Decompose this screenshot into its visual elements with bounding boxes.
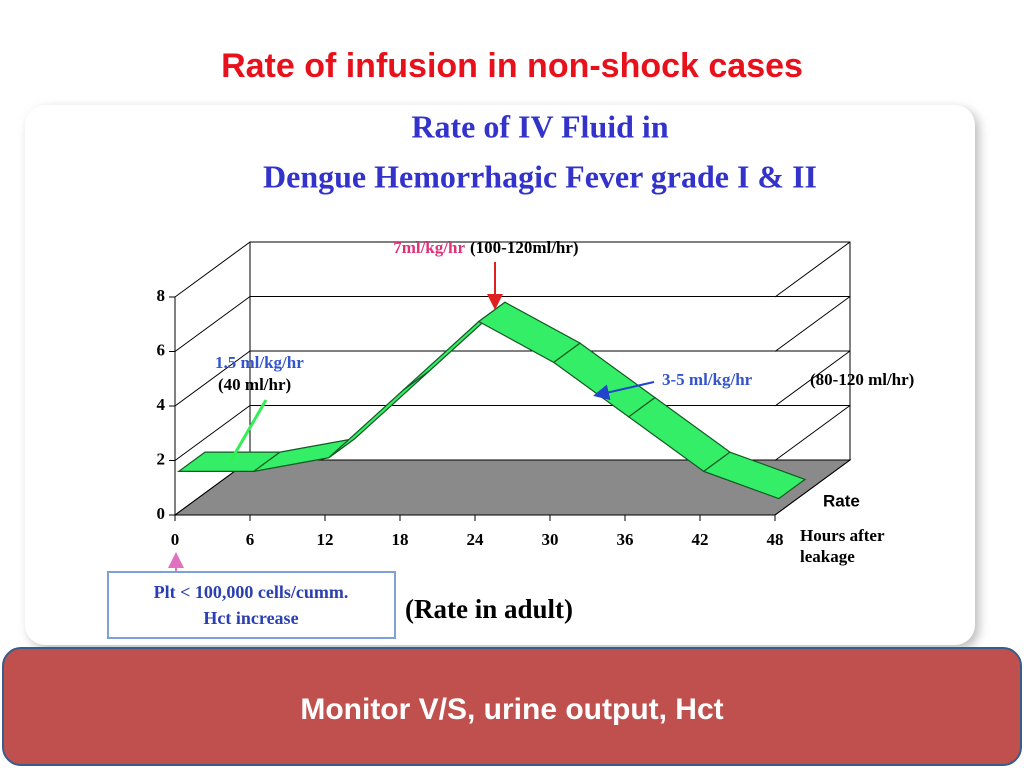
arrow: [593, 381, 655, 401]
y-tick-label: 8: [157, 286, 166, 305]
x-tick-label: 24: [467, 530, 485, 549]
x-tick-label: 42: [692, 530, 709, 549]
x-tick-label: 36: [617, 530, 634, 549]
grid-line: [774, 296, 851, 352]
slide-title: Rate of infusion in non-shock cases: [221, 47, 803, 85]
grid-line: [774, 405, 851, 461]
grid-line: [174, 405, 251, 461]
note: Hct increase: [203, 608, 298, 628]
annotation: (80-120 ml/hr): [810, 370, 914, 389]
y-tick-label: 0: [157, 504, 166, 523]
grid-line: [774, 459, 851, 516]
y-axis-label: Rate: [823, 491, 860, 510]
grid-line: [774, 241, 851, 298]
x-axis-label: Hours after: [800, 526, 885, 545]
annotation: (Rate in adult): [405, 594, 573, 624]
annotation: 7ml/kg/hr: [393, 238, 465, 257]
x-tick-label: 12: [317, 530, 334, 549]
chart-title: Rate of IV Fluid in: [411, 108, 668, 144]
y-tick-label: 4: [157, 395, 166, 414]
ribbon-segment: [702, 451, 807, 500]
note-box: [107, 571, 396, 639]
arrow: [228, 399, 268, 463]
grid-line: [174, 296, 251, 352]
footer: Monitor V/S, urine output, Hct: [300, 693, 723, 726]
grid-line: [774, 350, 851, 407]
y-tick-label: 2: [157, 449, 166, 468]
annotation: 1.5 ml/kg/hr: [215, 353, 304, 372]
x-tick-label: 18: [392, 530, 409, 549]
chart-title: Dengue Hemorrhagic Fever grade I & II: [263, 158, 817, 194]
grid-line: [174, 350, 251, 407]
footer-box: [2, 647, 1022, 766]
annotation: (100-120ml/hr): [470, 238, 579, 257]
x-tick-label: 48: [767, 530, 784, 549]
grid-line: [174, 241, 251, 298]
x-tick-label: 6: [246, 530, 255, 549]
x-tick-label: 30: [542, 530, 559, 549]
annotation: 3-5 ml/kg/hr: [662, 370, 753, 389]
note: Plt < 100,000 cells/cumm.: [154, 582, 349, 602]
x-axis-label: leakage: [800, 547, 855, 566]
annotation: (40 ml/hr): [218, 375, 291, 394]
y-tick-label: 6: [157, 340, 166, 359]
x-tick-label: 0: [171, 530, 180, 549]
